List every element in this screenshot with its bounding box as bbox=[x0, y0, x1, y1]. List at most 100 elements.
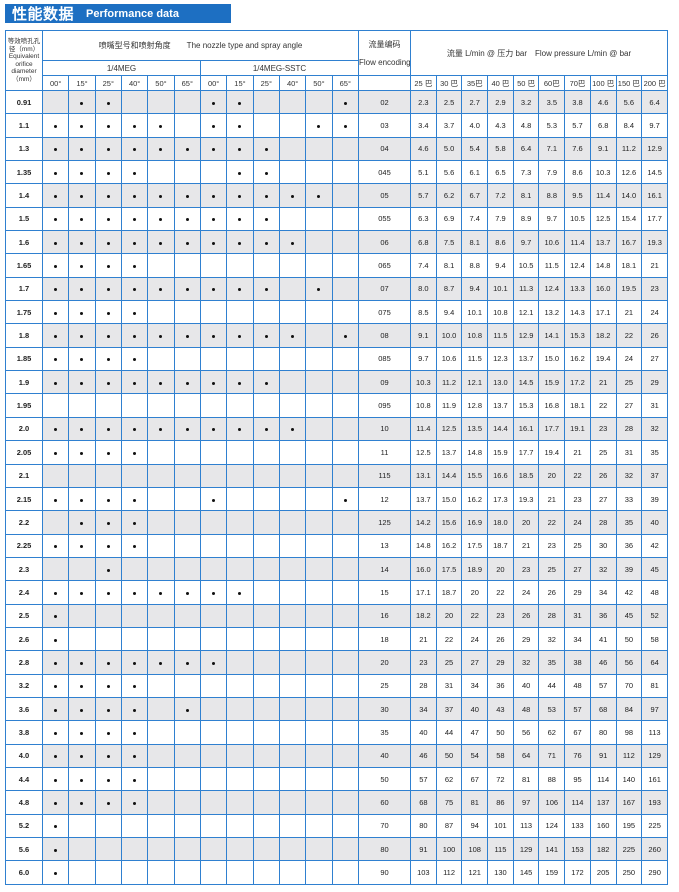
available-dot-icon bbox=[264, 428, 268, 432]
angle-availability-cell bbox=[41, 370, 70, 395]
flow-value-cell: 290 bbox=[641, 860, 669, 885]
angle-availability-cell bbox=[331, 510, 360, 535]
angle-availability-cell bbox=[278, 89, 307, 115]
flow-value-cell: 13.3 bbox=[564, 276, 591, 302]
available-dot-icon bbox=[264, 148, 268, 152]
angle-availability-cell bbox=[147, 766, 175, 792]
available-dot-icon bbox=[106, 101, 110, 105]
flow-value-cell: 260 bbox=[641, 836, 669, 862]
table-row: 2.3 14 16.0 17.5 18.9 20 23 25 27 32 39 45 bbox=[5, 556, 669, 582]
flow-value-cell: 4.6 bbox=[589, 89, 617, 115]
flow-value-cell: 15.6 bbox=[435, 510, 463, 535]
angle-availability-cell bbox=[331, 346, 360, 372]
angle-availability-cell bbox=[331, 276, 360, 302]
angle-availability-cell bbox=[226, 136, 254, 162]
angle-availability-cell bbox=[41, 463, 70, 488]
angle-availability-cell bbox=[226, 813, 254, 839]
flow-value-cell: 20 bbox=[538, 463, 566, 488]
angle-availability-cell bbox=[94, 510, 122, 535]
table-row: 2.05 11 12.5 13.7 14.8 15.9 17.7 19.4 21 25 31 35 bbox=[5, 440, 669, 465]
available-dot-icon bbox=[54, 708, 58, 712]
angle-availability-cell bbox=[147, 836, 175, 862]
flow-encoding-cell: 35 bbox=[358, 720, 412, 745]
angle-availability-cell bbox=[199, 486, 228, 512]
flow-value-cell: 97 bbox=[512, 790, 540, 815]
table-row: 2.4 15 17.1 18.7 20 22 24 26 29 34 42 48 bbox=[5, 580, 669, 605]
flow-encoding-cell: 09 bbox=[358, 370, 412, 395]
pressure-header: 100 巴 bbox=[589, 75, 617, 91]
angle-availability-cell bbox=[94, 440, 122, 465]
available-dot-icon bbox=[106, 778, 110, 782]
angle-availability-cell bbox=[68, 766, 96, 792]
angle-availability-cell bbox=[305, 113, 333, 138]
angle-availability-cell bbox=[252, 673, 280, 698]
angle-availability-cell bbox=[305, 463, 333, 488]
flow-value-cell: 172 bbox=[564, 860, 591, 885]
available-dot-icon bbox=[54, 731, 58, 735]
angle-availability-cell bbox=[252, 556, 280, 582]
flow-value-cell: 12.1 bbox=[512, 300, 540, 325]
flow-value-cell: 24 bbox=[641, 300, 669, 325]
flow-value-cell: 153 bbox=[564, 836, 591, 862]
angle-availability-cell bbox=[199, 626, 228, 652]
angle-availability-cell bbox=[331, 230, 360, 255]
available-dot-icon bbox=[54, 335, 58, 339]
flow-value-cell: 64 bbox=[641, 650, 669, 675]
angle-availability-cell bbox=[173, 813, 201, 839]
flow-value-cell: 12.9 bbox=[641, 136, 669, 162]
orifice-diameter-cell: 2.8 bbox=[5, 650, 43, 675]
flow-value-cell: 159 bbox=[538, 860, 566, 885]
available-dot-icon bbox=[133, 428, 137, 432]
flow-value-cell: 16.0 bbox=[589, 276, 617, 302]
angle-availability-cell bbox=[199, 813, 228, 839]
angle-availability-cell bbox=[226, 486, 254, 512]
angle-availability-cell bbox=[68, 673, 96, 698]
angle-availability-cell bbox=[120, 650, 149, 675]
angle-availability-cell bbox=[94, 650, 122, 675]
angle-availability-cell bbox=[305, 416, 333, 442]
angle-availability-cell bbox=[278, 743, 307, 768]
section-title-en: Performance data bbox=[86, 7, 179, 20]
available-dot-icon bbox=[106, 335, 110, 339]
angle-availability-cell bbox=[252, 650, 280, 675]
angle-availability-cell bbox=[305, 486, 333, 512]
available-dot-icon bbox=[106, 708, 110, 712]
flow-value-cell: 27 bbox=[589, 486, 617, 512]
flow-value-cell: 8.7 bbox=[435, 276, 463, 302]
available-dot-icon bbox=[80, 171, 84, 175]
flow-value-cell: 16.0 bbox=[410, 556, 437, 582]
available-dot-icon bbox=[317, 195, 321, 199]
available-dot-icon bbox=[106, 661, 110, 665]
flow-value-cell: 21 bbox=[615, 300, 643, 325]
angle-availability-cell bbox=[94, 486, 122, 512]
angle-availability-cell bbox=[173, 183, 201, 208]
angle-availability-cell bbox=[278, 230, 307, 255]
angle-availability-cell bbox=[305, 556, 333, 582]
angle-availability-cell bbox=[41, 253, 70, 278]
flow-encoding-cell: 11 bbox=[358, 440, 412, 465]
angle-availability-cell bbox=[173, 533, 201, 558]
orifice-diameter-cell: 1.65 bbox=[5, 253, 43, 278]
available-dot-icon bbox=[238, 288, 242, 292]
flow-value-cell: 44 bbox=[538, 673, 566, 698]
angle-availability-cell bbox=[120, 463, 149, 488]
angle-availability-cell bbox=[120, 160, 149, 185]
angle-availability-cell bbox=[278, 556, 307, 582]
angle-availability-cell bbox=[252, 486, 280, 512]
angle-availability-cell bbox=[226, 650, 254, 675]
table-row: 5.6 80 91 100 108 115 129 141 153 182 225 260 bbox=[5, 836, 669, 862]
flow-value-cell: 4.3 bbox=[487, 113, 514, 138]
angle-header: 15° bbox=[226, 75, 254, 91]
orifice-diameter-cell: 1.7 bbox=[5, 276, 43, 302]
flow-value-cell: 114 bbox=[564, 790, 591, 815]
angle-availability-cell bbox=[252, 160, 280, 185]
flow-value-cell: 8.0 bbox=[410, 276, 437, 302]
flow-value-cell: 57 bbox=[410, 766, 437, 792]
angle-availability-cell bbox=[226, 510, 254, 535]
flow-value-cell: 16.2 bbox=[435, 533, 463, 558]
flow-value-cell: 2.3 bbox=[410, 89, 437, 115]
angle-availability-cell bbox=[68, 393, 96, 418]
orifice-diameter-cell: 0.91 bbox=[5, 89, 43, 115]
angle-availability-cell bbox=[173, 673, 201, 698]
angle-availability-cell bbox=[331, 720, 360, 745]
